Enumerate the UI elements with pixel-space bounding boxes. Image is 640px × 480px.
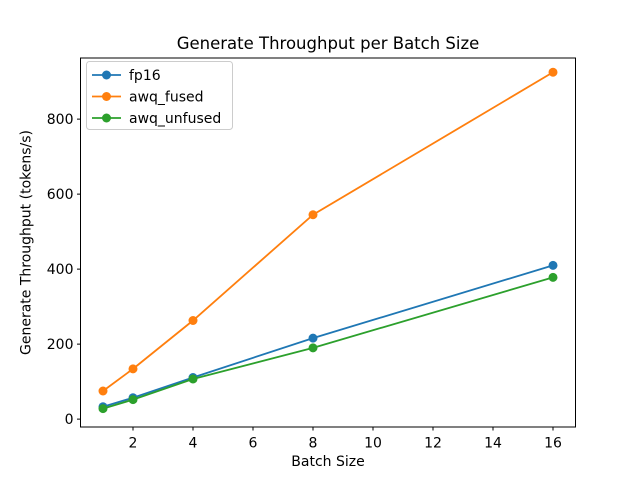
series-awq_unfused-line [102,276,554,410]
legend-label-awq_fused: awq_fused [129,90,204,106]
y-tick-label: 400 [47,262,74,278]
y-tick-label: 200 [47,337,74,353]
series-awq_unfused-marker [188,374,198,384]
series-awq_fused-marker [98,386,108,396]
x-tick-label: 10 [364,436,382,452]
legend-label-awq_unfused: awq_unfused [129,111,221,127]
legend: fp16 awq_fused awq_unfused [86,61,233,130]
legend-label-fp16: fp16 [129,68,161,84]
x-tick-label: 12 [424,436,442,452]
series-awq_unfused-marker [128,395,138,405]
x-tick-label: 4 [189,436,198,452]
y-tick-label: 0 [65,412,74,428]
series-fp16-marker [548,260,558,270]
series-awq_unfused-marker [98,404,108,414]
series-awq_fused-marker [308,210,318,220]
series-awq_fused-marker [548,67,558,77]
y-tick-label: 800 [47,112,74,128]
x-tick-label: 16 [544,436,562,452]
legend-marker-awq_unfused [102,113,111,123]
series-fp16-marker [308,333,318,343]
x-axis-label: Batch Size [291,454,364,470]
y-tick-label: 600 [47,187,74,203]
plot-group: 2 4 6 8 10 12 14 16 0 200 400 600 800 fp16 awq_fusedaw… [47,57,576,452]
x-tick-label: 2 [129,436,138,452]
series-awq_unfused-marker [308,343,318,353]
y-axis-label: Generate Throughput (tokens/s) [19,130,35,355]
series-awq_unfused-marker [548,272,558,282]
series-awq_fused-marker [128,364,138,374]
series-fp16-line [102,264,554,408]
legend-marker-fp16 [102,70,111,80]
axes-spines [80,57,576,428]
series-awq_fused-marker [188,316,198,325]
chart-title: Generate Throughput per Batch Size [177,34,480,53]
legend-marker-awq_fused [102,92,111,101]
x-tick-label: 14 [484,436,502,452]
x-tick-label: 8 [309,436,318,452]
x-tick-label: 6 [249,436,258,452]
legend-box [86,61,233,130]
